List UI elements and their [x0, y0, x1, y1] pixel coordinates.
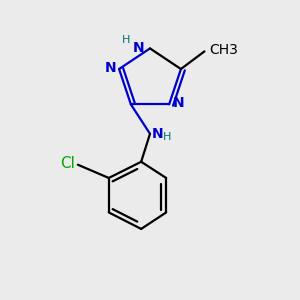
Text: CH3: CH3	[209, 43, 238, 57]
Text: Cl: Cl	[60, 156, 75, 171]
Text: N: N	[104, 61, 116, 75]
Text: H: H	[122, 34, 130, 45]
Text: N: N	[173, 96, 184, 110]
Text: N: N	[133, 41, 145, 56]
Text: H: H	[163, 132, 172, 142]
Text: N: N	[152, 127, 163, 141]
